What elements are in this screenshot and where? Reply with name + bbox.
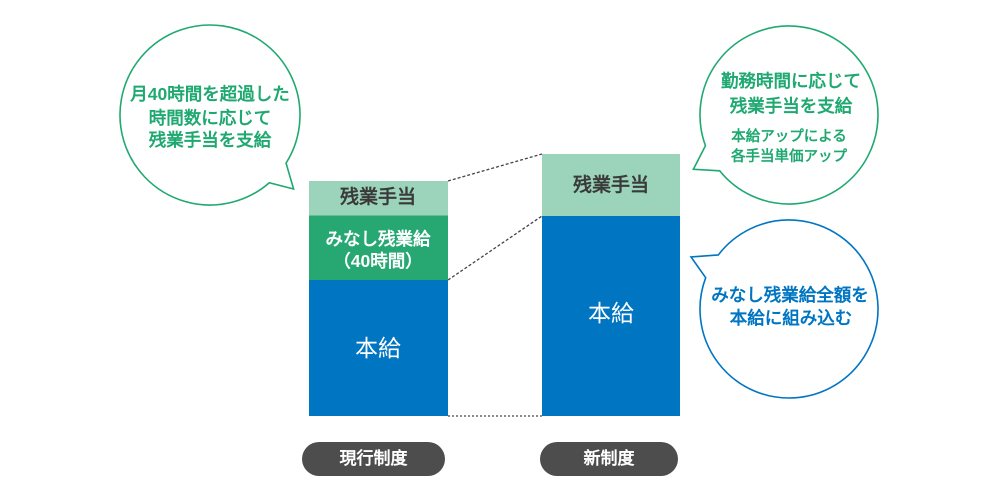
svg-text:本給に組み込む: 本給に組み込む [730, 308, 853, 328]
svg-text:勤務時間に応じて: 勤務時間に応じて [721, 71, 861, 91]
svg-text:本給: 本給 [355, 335, 401, 361]
svg-text:（40時間）: （40時間） [333, 251, 422, 271]
svg-text:残業手当を支給: 残業手当を支給 [730, 96, 853, 116]
svg-text:各手当単価アップ: 各手当単価アップ [730, 147, 847, 165]
svg-text:月40時間を超過した: 月40時間を超過した [129, 84, 289, 104]
svg-text:みなし残業給全額を: みなし残業給全額を [711, 285, 869, 305]
svg-text:現行制度: 現行制度 [340, 448, 409, 468]
svg-text:本給: 本給 [588, 300, 634, 326]
svg-text:残業手当: 残業手当 [573, 173, 649, 196]
svg-text:残業手当を支給: 残業手当を支給 [149, 130, 272, 150]
svg-text:みなし残業給: みなし残業給 [326, 229, 431, 249]
svg-text:残業手当: 残業手当 [340, 185, 416, 208]
svg-text:時間数に応じて: 時間数に応じて [149, 108, 272, 128]
svg-text:新制度: 新制度 [584, 448, 636, 468]
svg-text:本給アップによる: 本給アップによる [731, 127, 847, 145]
